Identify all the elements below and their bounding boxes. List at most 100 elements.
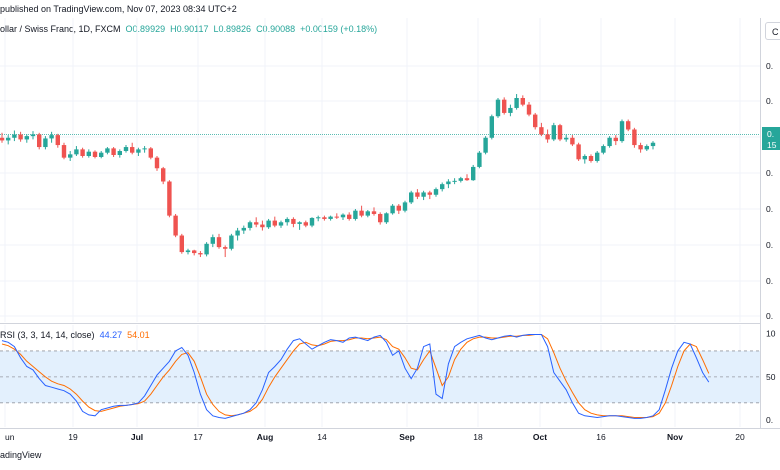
price-badge-bottom: 15	[767, 140, 777, 150]
candle-body	[92, 151, 98, 157]
change-value: +0.00159 (+0.18%)	[300, 24, 378, 34]
candle-body	[452, 180, 457, 182]
candle-body	[626, 121, 631, 130]
candle-body	[390, 205, 395, 214]
candle-body	[421, 192, 426, 197]
candle-body	[378, 213, 383, 223]
symbol-name: ollar / Swiss Franc, 1D, FXCM	[0, 24, 121, 34]
candle-body	[291, 218, 296, 224]
candle-body	[24, 136, 29, 140]
candle-body	[204, 243, 209, 255]
footer-brand: adingView	[0, 450, 42, 460]
candle-body	[489, 116, 494, 138]
candle-body	[136, 149, 141, 153]
candle-body	[285, 218, 290, 223]
candle-body	[545, 134, 550, 140]
x-tick-label: 14	[317, 432, 327, 442]
x-tick-label: Nov	[667, 432, 683, 442]
candle-body	[247, 222, 253, 228]
candle-body	[427, 192, 432, 195]
candle-body	[359, 210, 364, 216]
candle-body	[371, 211, 377, 214]
candle-body	[502, 99, 507, 113]
x-tick-label: Jul	[131, 432, 143, 442]
candle-body	[148, 148, 153, 158]
candle-body	[161, 168, 166, 182]
candle-body	[18, 134, 23, 140]
x-tick-label: un	[5, 432, 15, 442]
candle-body	[278, 222, 284, 226]
candle-body	[37, 134, 42, 148]
price-badge	[762, 127, 780, 150]
candle-body	[440, 184, 445, 190]
x-tick-label: Aug	[257, 432, 274, 442]
candle-body	[514, 98, 519, 108]
currency-button[interactable]: C	[765, 22, 780, 40]
candle-body	[49, 135, 54, 139]
close-value: C0.90088	[256, 24, 296, 34]
candle-body	[495, 99, 501, 117]
candle-body	[185, 250, 191, 253]
candle-body	[464, 178, 470, 181]
candle-body	[644, 146, 649, 150]
candle-body	[229, 235, 234, 249]
y-tick-label: 0.	[766, 61, 773, 71]
candle-body	[415, 192, 420, 197]
rsi-d-value: 54.01	[127, 330, 150, 340]
candle-body	[6, 137, 11, 141]
candle-body	[607, 137, 612, 147]
y-axis-main: 0. 0. 0. 0. 0. 0. 0.	[766, 61, 773, 321]
x-tick-label: 20	[735, 432, 745, 442]
candle-body	[551, 125, 556, 140]
rsi-legend: RSI (3, 3, 14, 14, close) 44.27 54.01	[0, 330, 150, 340]
candle-body	[508, 107, 513, 113]
open-value: O0.89929	[125, 24, 166, 34]
candle-body	[117, 151, 122, 155]
y-tick-label: 0.	[766, 96, 773, 106]
candle-body	[347, 214, 352, 219]
x-tick-label: 19	[68, 432, 78, 442]
candle-body	[520, 98, 525, 105]
candle-body	[260, 224, 265, 228]
candle-body	[198, 253, 203, 255]
y-axis-rsi: 10 50 0.	[766, 329, 776, 425]
candle-body	[384, 213, 389, 223]
candle-body	[309, 217, 315, 226]
candle-body	[458, 178, 463, 181]
symbol-legend: ollar / Swiss Franc, 1D, FXCM O0.89929 H…	[0, 24, 377, 34]
x-tick-label: Sep	[399, 432, 415, 442]
candle-body	[43, 138, 48, 148]
candle-body	[61, 145, 67, 158]
high-value: H0.90117	[170, 24, 209, 34]
candle-body	[86, 151, 91, 156]
candle-body	[266, 220, 271, 228]
candle-body	[80, 149, 85, 156]
candle-body	[638, 145, 643, 150]
x-tick-label: 17	[193, 432, 203, 442]
candle-body	[409, 192, 414, 203]
candle-body	[322, 217, 327, 219]
candle-body	[303, 222, 308, 226]
y-tick-label: 0.	[766, 276, 773, 286]
candle-body	[241, 227, 246, 231]
candle-body	[402, 202, 408, 211]
candle-body	[167, 181, 172, 216]
rsi-d-line	[1, 334, 710, 418]
candle-body	[123, 147, 129, 152]
candle-body	[353, 210, 358, 219]
rsi-y-tick-label: 0.	[766, 415, 773, 425]
candle-body	[619, 121, 625, 142]
candle-body	[570, 137, 575, 145]
candle-body	[334, 216, 339, 218]
candle-body	[533, 114, 538, 128]
candle-body	[328, 216, 333, 219]
candle-body	[111, 148, 116, 155]
rsi-y-tick-label: 50	[766, 372, 776, 382]
candle-body	[297, 222, 302, 224]
candle-body	[216, 237, 222, 248]
candle-body	[0, 137, 5, 141]
candle-body	[650, 142, 656, 147]
candle-body	[564, 137, 569, 140]
candle-body	[539, 127, 544, 135]
